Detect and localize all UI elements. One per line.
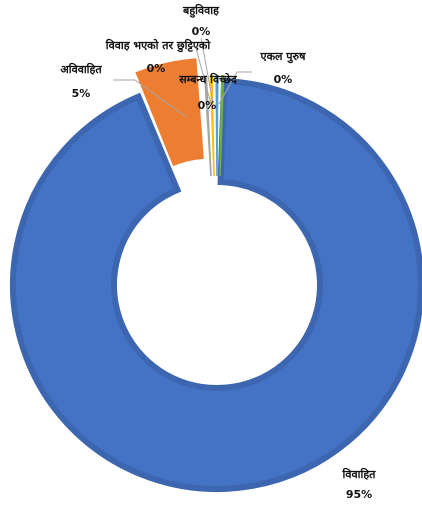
leader-polygamy (200, 37, 214, 104)
slice-polygamy (203, 75, 212, 177)
slice-divorced (215, 75, 219, 177)
slice-separated (209, 75, 215, 177)
leader-lines (113, 37, 252, 118)
label-married-name: विवाहित (342, 467, 377, 481)
label-married-pct: 95% (346, 488, 372, 501)
slices-group (10, 58, 422, 492)
label-unmarried-name: अविवाहित (60, 62, 102, 76)
slice-single-male (219, 75, 225, 177)
label-unmarried-pct: 5% (72, 87, 91, 100)
label-single-male-pct: 0% (274, 73, 293, 86)
label-divorced-pct: 0% (198, 99, 217, 112)
label-single-male-name: एकल पुरुष (259, 50, 306, 64)
slice-married (10, 78, 422, 492)
label-polygamy-pct: 0% (192, 25, 211, 38)
label-separated-pct: 0% (147, 62, 166, 75)
leader-unmarried (113, 79, 187, 118)
label-separated-name: विवाह भएको तर छुट्टिएको (105, 38, 212, 53)
label-polygamy-name: बहुविवाह (182, 3, 220, 18)
labels-group: विवाहित 95% अविवाहित 5% बहुविवाह 0% विवा… (60, 3, 376, 501)
leader-single-male (218, 71, 252, 105)
leader-separated (195, 47, 212, 105)
slice-unmarried (135, 58, 204, 167)
label-divorced-name: सम्बन्ध विच्छेद (178, 72, 238, 86)
